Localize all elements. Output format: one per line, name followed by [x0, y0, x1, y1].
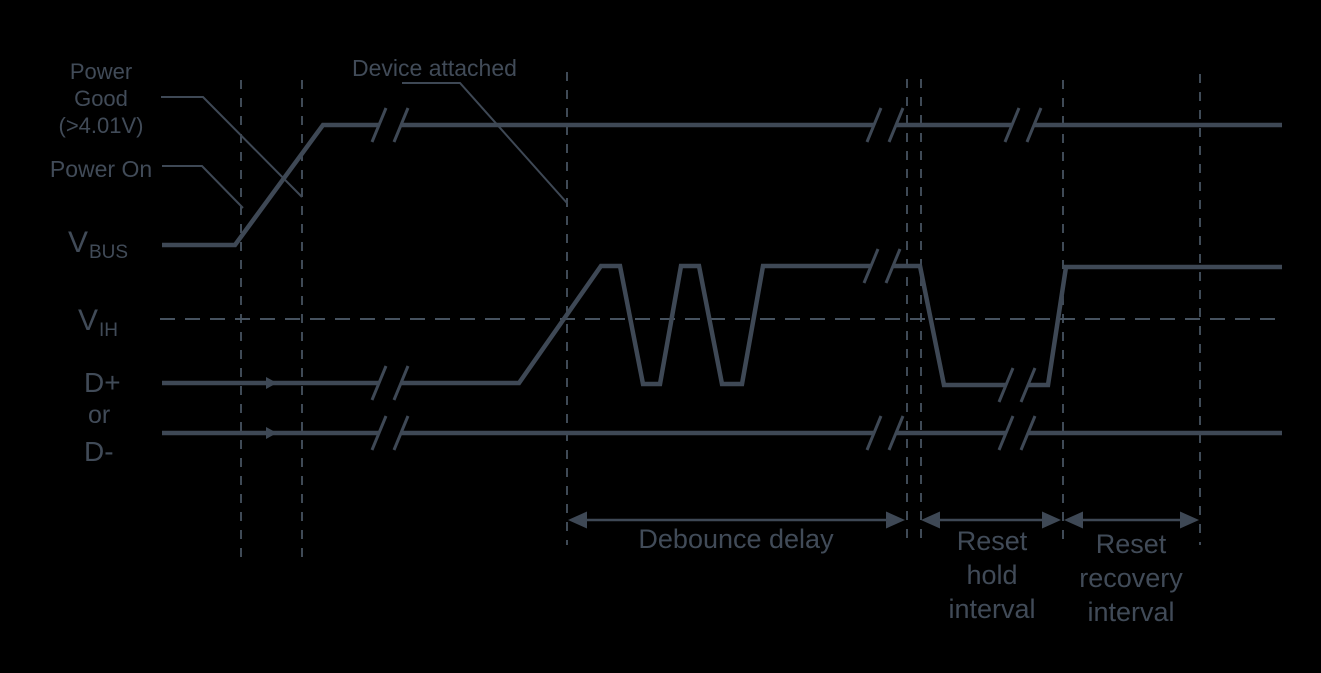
label-vih: V: [78, 304, 98, 337]
label-debounce-delay: Debounce delay: [638, 524, 834, 554]
waveform-break-icon: [997, 367, 1015, 403]
waveform-break-icon: [884, 248, 902, 284]
waveform-break-icon: [392, 107, 410, 143]
label-power-good: (>4.01V): [59, 113, 144, 138]
arrowhead-right-icon: [1042, 511, 1061, 529]
waveform-break-icon: [887, 415, 905, 451]
dplus-waveform: [401, 263, 871, 387]
label-d-plus: D+: [84, 367, 121, 398]
dplus-direction-arrow: [266, 377, 277, 389]
label-power-good: Good: [74, 86, 128, 111]
waveform-break-icon: [392, 365, 410, 401]
label-d-minus: D-: [84, 436, 114, 467]
waveform-break-icon: [887, 107, 905, 143]
power-good-leader-line: [161, 96, 303, 198]
device-attached-leader-line: [402, 82, 568, 204]
label-vih-subscript: IH: [99, 320, 118, 341]
label-vbus-subscript: BUS: [89, 242, 128, 263]
label-vbus: V: [68, 226, 88, 259]
waveform-break-icon: [865, 415, 883, 451]
label-reset-hold-interval: interval: [948, 594, 1035, 624]
waveform-break-icon: [370, 365, 388, 401]
arrowhead-left-icon: [921, 511, 940, 529]
label-power-good: Power: [70, 59, 132, 84]
waveform-break-icon: [1019, 367, 1037, 403]
arrowhead-left-icon: [568, 511, 587, 529]
arrowhead-right-icon: [886, 511, 905, 529]
waveform-break-icon: [1019, 415, 1037, 451]
waveform-break-icon: [997, 415, 1015, 451]
dminus-direction-arrow: [266, 427, 277, 439]
label-device-attached: Device attached: [352, 55, 517, 81]
arrowhead-right-icon: [1180, 511, 1199, 529]
label-reset-recovery-interval: Reset: [1096, 529, 1167, 559]
label-d-or: or: [88, 401, 110, 429]
label-reset-recovery-interval: interval: [1087, 597, 1174, 627]
waveform-break-icon: [392, 415, 410, 451]
power-on-leader-line: [162, 165, 244, 209]
vbus-waveform: [162, 122, 379, 248]
dplus-waveform: [1028, 264, 1282, 388]
waveform-break-icon: [370, 107, 388, 143]
label-reset-hold-interval: Reset: [957, 526, 1028, 556]
waveform-break-icon: [862, 248, 880, 284]
waveform-break-icon: [1025, 107, 1043, 143]
waveform-break-icon: [865, 107, 883, 143]
waveform-break-icon: [1003, 107, 1021, 143]
label-reset-hold-interval: hold: [966, 560, 1017, 590]
arrowhead-left-icon: [1064, 511, 1083, 529]
label-reset-recovery-interval: recovery: [1079, 563, 1183, 593]
waveform-break-icon: [370, 415, 388, 451]
label-power-on: Power On: [50, 156, 152, 182]
dplus-waveform: [893, 263, 1006, 388]
